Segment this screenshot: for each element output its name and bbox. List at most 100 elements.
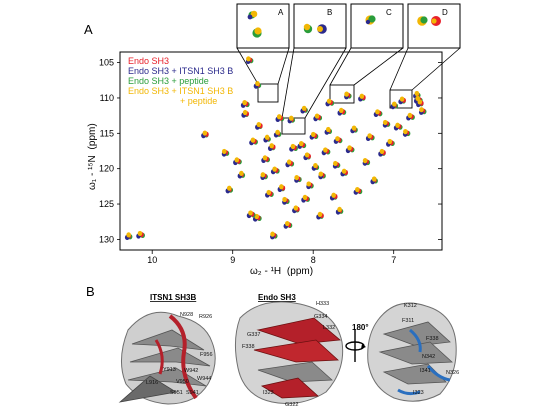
nmr-peak <box>264 134 270 140</box>
panel-b-label: B <box>86 284 95 299</box>
residue-label: F956 <box>200 352 213 358</box>
nmr-peak <box>246 56 251 62</box>
residue-label: S941 <box>186 390 199 396</box>
nmr-peak <box>260 172 266 178</box>
nmr-peak <box>279 184 284 190</box>
nmr-peak <box>276 114 282 120</box>
nmr-peak <box>379 148 385 155</box>
endo-sh3-title: Endo SH3 <box>258 293 296 302</box>
y-tick-label: 110 <box>100 93 114 103</box>
residue-label: G334 <box>314 314 327 320</box>
x-axis-ticks: 10 9 8 7 <box>147 250 396 265</box>
inset-c-label: C <box>386 8 392 17</box>
nmr-peak <box>304 152 310 158</box>
nmr-peak <box>326 98 332 104</box>
x-tick-label: 7 <box>391 255 396 265</box>
x-tick-label: 9 <box>230 255 235 265</box>
nmr-peak <box>306 181 312 187</box>
spectrum-peaks <box>124 56 427 241</box>
nmr-peak <box>298 141 304 147</box>
nmr-peak <box>250 137 256 143</box>
nmr-peak <box>399 96 405 102</box>
residue-label: N342 <box>422 354 435 360</box>
nmr-peak <box>325 126 331 133</box>
nmr-peak <box>269 143 274 149</box>
y-axis-ticks: 105 110 115 120 125 130 <box>99 58 442 244</box>
spectrum-plot-frame <box>119 51 443 251</box>
residue-label: W942 <box>184 368 198 374</box>
inset-d: D <box>407 3 461 49</box>
legend-item-endo-sh3: Endo SH3 <box>128 56 169 66</box>
nmr-peak <box>355 187 360 193</box>
nmr-peak <box>290 143 296 150</box>
nmr-peak <box>387 138 393 145</box>
nmr-peak <box>275 129 280 135</box>
nmr-peak <box>254 213 259 220</box>
nmr-peak <box>302 194 308 200</box>
x-axis-label: ω₂ - ¹H (ppm) <box>250 266 313 277</box>
nmr-peak <box>137 230 143 237</box>
nmr-peak <box>382 119 388 126</box>
nmr-peak <box>362 158 368 164</box>
y-tick-label: 125 <box>99 199 114 209</box>
nmr-peak <box>284 220 290 227</box>
nmr-peak <box>359 93 365 99</box>
y-tick-label: 115 <box>100 128 114 138</box>
legend: Endo SH3 Endo SH3 + ITSN1 SH3 B Endo SH3… <box>128 56 233 106</box>
nmr-peak <box>338 107 344 114</box>
legend-item-endo-itsn1-peptide: Endo SH3 + ITSN1 SH3 B <box>128 86 233 96</box>
inset-connectors <box>236 47 461 119</box>
y-axis-label-main: ω₁ - ¹⁵N <box>87 155 98 190</box>
y-tick-label: 130 <box>99 234 114 244</box>
residue-label: I323 <box>263 390 274 396</box>
nmr-peak <box>226 185 232 191</box>
nmr-peak <box>323 147 328 153</box>
nmr-peak <box>272 166 277 172</box>
nmr-peak <box>314 113 320 119</box>
nmr-peak <box>337 206 342 213</box>
nmr-peak <box>266 189 272 196</box>
itsn1-sh3b-structure: ITSN1 SH3B N928 R926 F956 Y913 W942 W944… <box>118 293 216 405</box>
y-tick-label: 120 <box>99 164 114 174</box>
nmr-peak <box>248 210 253 216</box>
nmr-peak <box>347 145 352 151</box>
nmr-peak <box>294 174 300 181</box>
inset-c: C <box>350 3 404 49</box>
nmr-peak <box>367 133 372 139</box>
legend-item-endo-itsn1: Endo SH3 + ITSN1 SH3 B <box>128 66 233 76</box>
nmr-peak <box>313 162 318 169</box>
residue-label: F338 <box>426 336 439 342</box>
nmr-peak <box>293 205 299 211</box>
nmr-peak <box>221 148 227 155</box>
nmr-peak <box>311 131 316 138</box>
nmr-peak <box>344 91 349 97</box>
nmr-peak <box>256 121 262 128</box>
nmr-peak <box>242 109 248 116</box>
residue-label: R926 <box>199 314 212 320</box>
nmr-peak <box>335 136 340 142</box>
nmr-peak <box>392 101 397 107</box>
nmr-peak <box>371 176 377 182</box>
nmr-peak <box>414 90 420 97</box>
nmr-peak <box>126 232 131 238</box>
nmr-peak <box>317 211 323 217</box>
x-tick-label: 10 <box>147 255 157 265</box>
x-axis-label-unit: (ppm) <box>287 266 313 277</box>
residue-label: F338 <box>242 344 255 350</box>
residue-label: I341 <box>420 368 431 374</box>
residue-label: N928 <box>180 312 193 318</box>
endo-sh3-rotated-structure: K312 F311 F338 N342 I341 N326 I323 <box>367 302 459 402</box>
itsn1-sh3b-title: ITSN1 SH3B <box>150 293 196 302</box>
rotation-label: 180° <box>352 323 369 332</box>
residue-label: Y913 <box>163 367 176 373</box>
nmr-peak <box>282 196 287 203</box>
nmr-peak <box>395 122 400 128</box>
nmr-peak <box>417 99 423 105</box>
inset-a-label: A <box>278 8 284 17</box>
nmr-peak <box>419 107 424 113</box>
nmr-peak <box>318 171 324 177</box>
x-tick-label: 8 <box>311 255 316 265</box>
nmr-peak <box>234 157 240 163</box>
residue-label: S951 <box>170 390 183 396</box>
